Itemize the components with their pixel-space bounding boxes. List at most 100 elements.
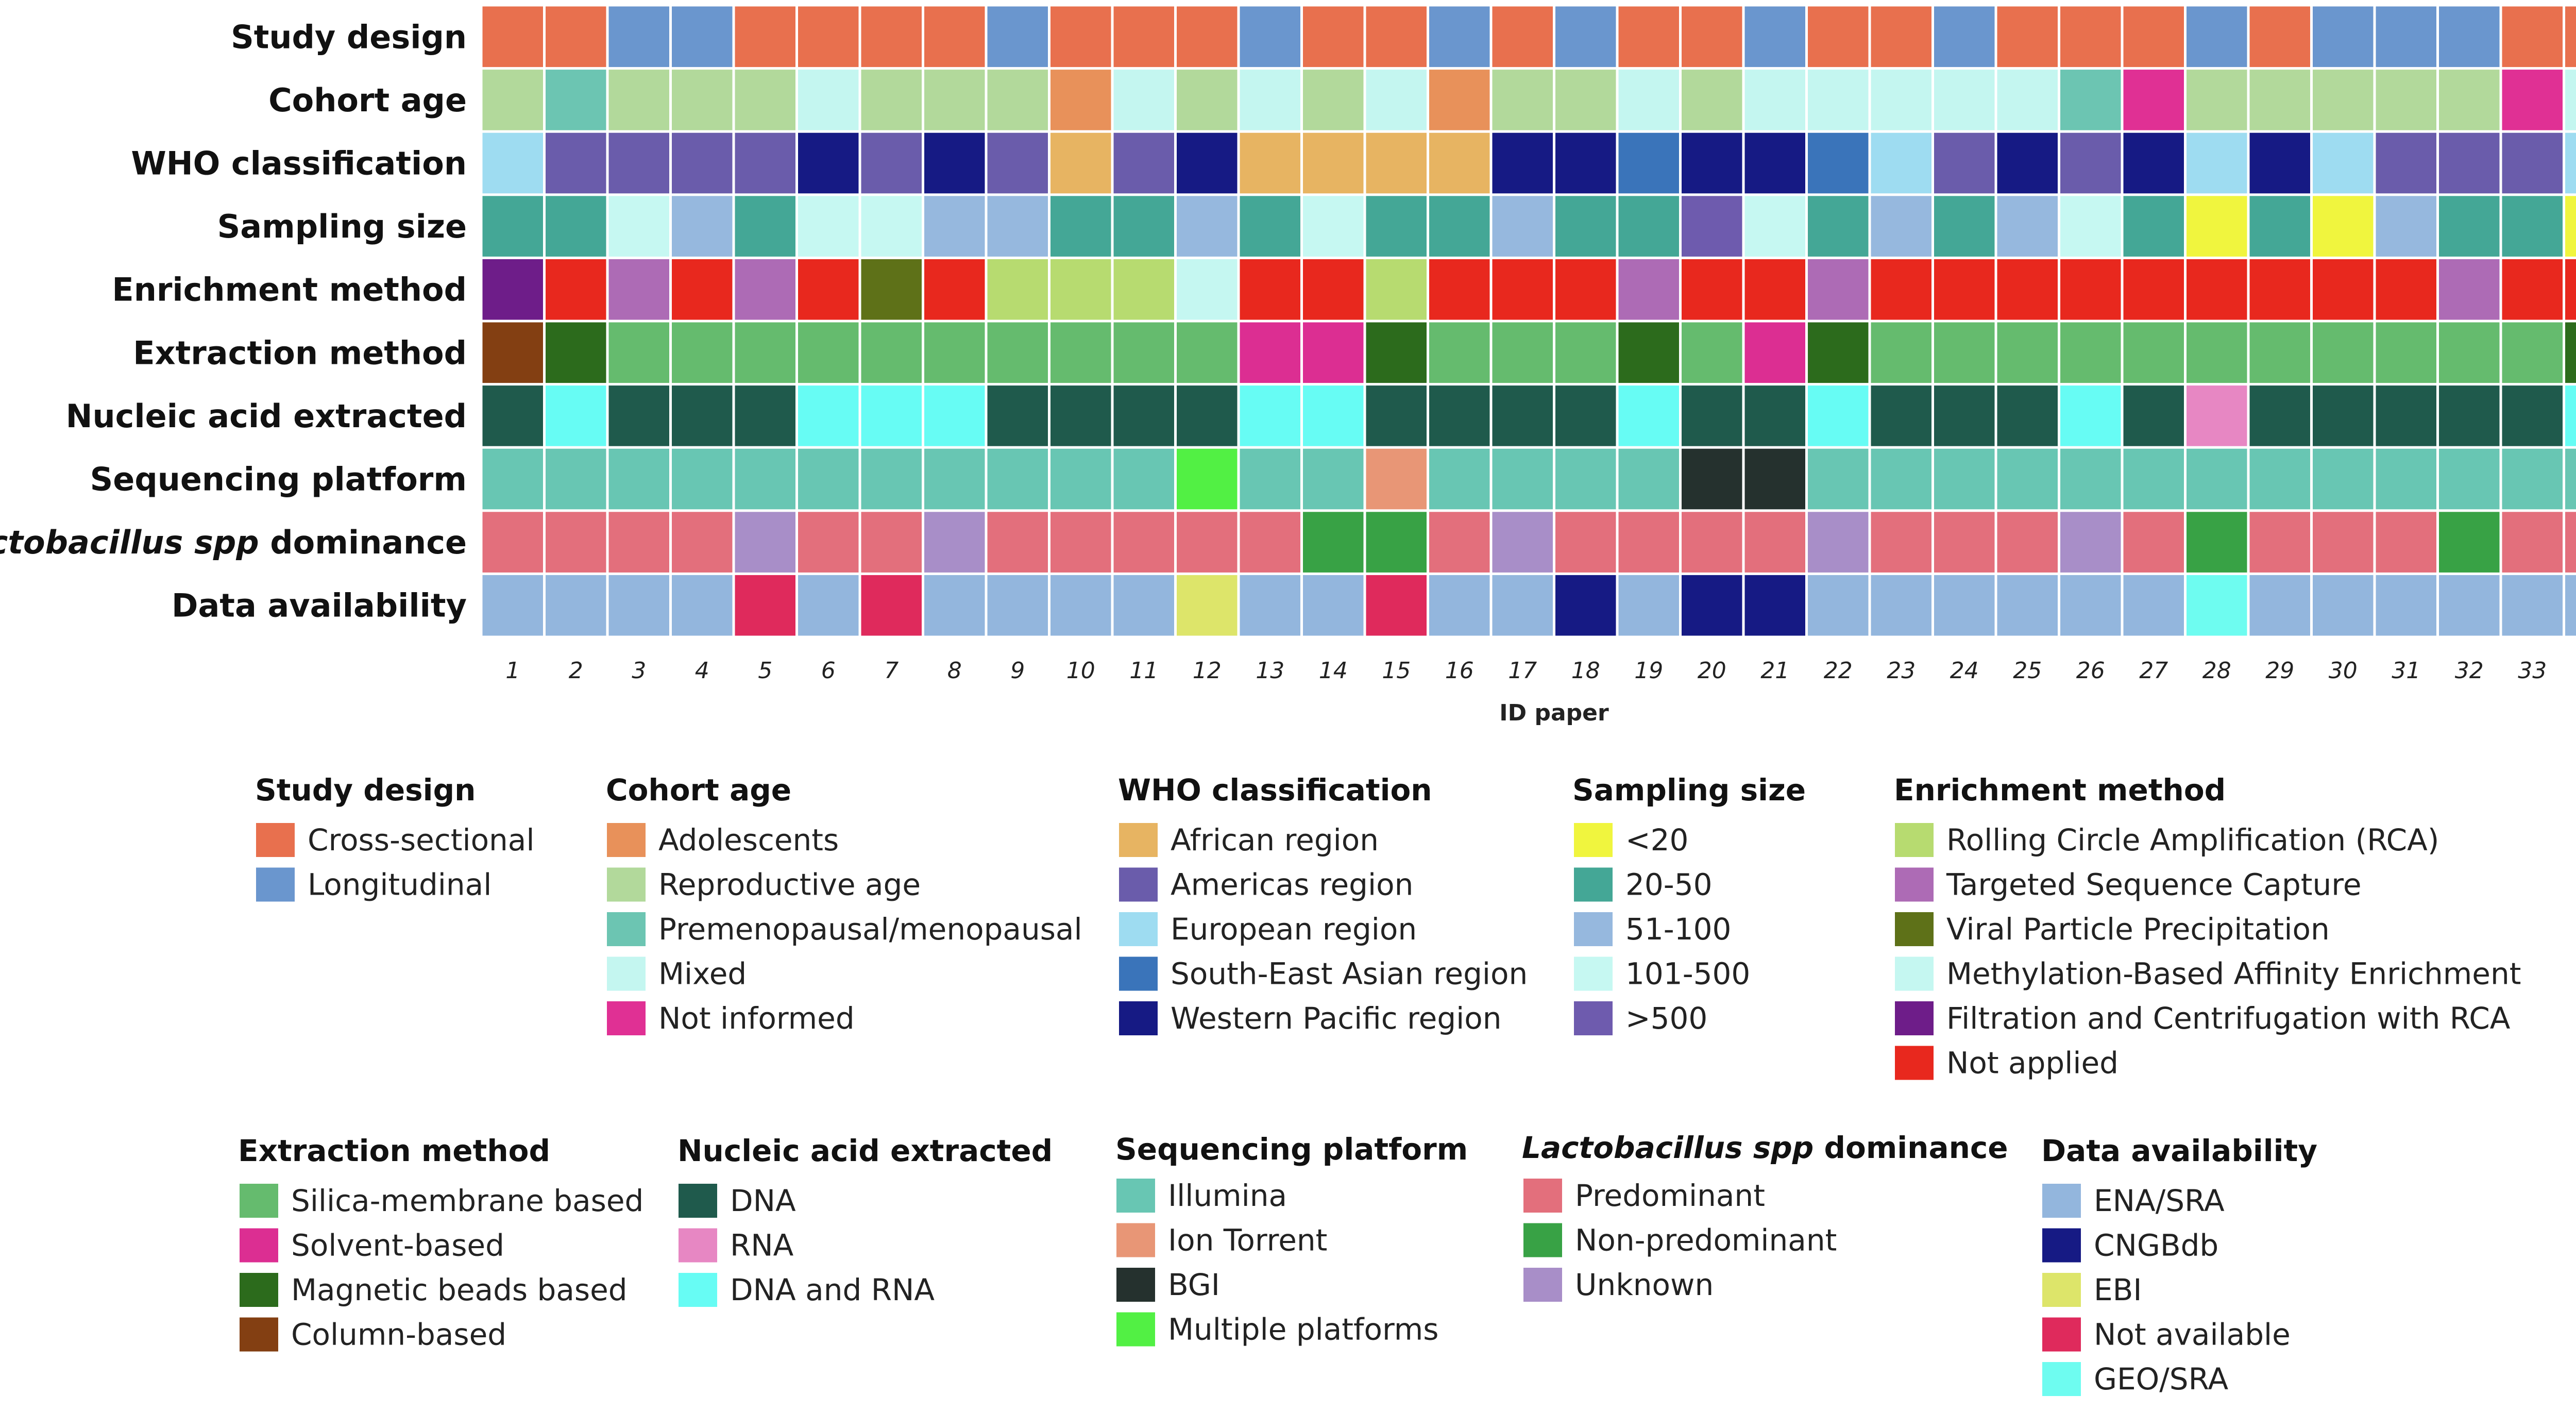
legend-swatch-african-region	[1119, 823, 1158, 857]
x-tick-label-27: 27	[2139, 658, 2168, 684]
legend-sequencing-platform: Sequencing platform Illumina Ion Torrent BG…	[1115, 1132, 1468, 1347]
x-tick-label-23: 23	[1887, 658, 1916, 684]
cell-data-availability-10	[1050, 575, 1111, 636]
cell-cohort-age-18	[1555, 70, 1616, 130]
cell-sequencing-platform-7	[861, 448, 922, 510]
cell-extraction-method-28	[2187, 322, 2247, 383]
legend-label-20: <20	[1625, 822, 1688, 858]
legend-label-101-500: 101-500	[1625, 956, 1750, 992]
cell-extraction-method-20	[1682, 322, 1742, 383]
cell-study-design-9	[987, 6, 1048, 68]
cell-lactobacillus-spp-dominance-21	[1744, 512, 1805, 573]
cell-who-classification-17	[1492, 132, 1553, 194]
cell-sampling-size-20	[1682, 196, 1742, 257]
cell-enrichment-method-22	[1808, 259, 1869, 320]
cell-lactobacillus-spp-dominance-24	[1934, 512, 1995, 573]
cell-extraction-method-1	[482, 322, 543, 383]
cell-extraction-method-7	[861, 322, 922, 383]
cell-study-design-24	[1934, 6, 1995, 68]
cell-study-design-34	[2565, 6, 2576, 68]
legend-sampling-size: Sampling size <20 20-50 51-100 101-500 >500	[1572, 772, 1806, 1036]
cell-sequencing-platform-30	[2313, 448, 2374, 510]
cell-lactobacillus-spp-dominance-32	[2439, 512, 2500, 573]
cell-sampling-size-28	[2187, 196, 2247, 257]
cell-enrichment-method-14	[1303, 259, 1364, 320]
cell-data-availability-21	[1744, 575, 1805, 636]
cell-nucleic-acid-extracted-7	[861, 385, 922, 446]
cell-nucleic-acid-extracted-8	[924, 385, 985, 446]
cell-lactobacillus-spp-dominance-4	[672, 512, 733, 573]
cell-study-design-22	[1808, 6, 1869, 68]
cell-study-design-8	[924, 6, 985, 68]
cell-cohort-age-25	[1997, 70, 2058, 130]
cell-lactobacillus-spp-dominance-11	[1113, 512, 1174, 573]
cell-data-availability-34	[2565, 575, 2576, 636]
cell-sampling-size-5	[735, 196, 795, 257]
legend-swatch-mixed	[607, 956, 646, 991]
cell-cohort-age-34	[2565, 70, 2576, 130]
cell-lactobacillus-spp-dominance-8	[924, 512, 985, 573]
legend-swatch-geo-sra	[2042, 1362, 2081, 1396]
cell-sequencing-platform-17	[1492, 448, 1553, 510]
legend-swatch-not-applied	[1895, 1046, 1934, 1080]
cell-nucleic-acid-extracted-6	[798, 385, 859, 446]
cell-study-design-29	[2249, 6, 2310, 68]
legend-who-classification: WHO classification African region Americas…	[1118, 772, 1528, 1036]
cell-sampling-size-18	[1555, 196, 1616, 257]
cell-sequencing-platform-10	[1050, 448, 1111, 510]
cell-nucleic-acid-extracted-5	[735, 385, 795, 446]
legend-label-not-applied: Not applied	[1946, 1046, 2119, 1081]
cell-cohort-age-11	[1113, 70, 1174, 130]
legend-swatch-ena-sra	[2042, 1184, 2081, 1218]
cell-cohort-age-2	[546, 70, 606, 130]
cell-enrichment-method-15	[1366, 259, 1427, 320]
cell-lactobacillus-spp-dominance-13	[1240, 512, 1300, 573]
row-label-sequencing-platform: Sequencing platform	[90, 461, 467, 498]
legend-label-americas-region: Americas region	[1171, 867, 1413, 902]
cell-study-design-18	[1555, 6, 1616, 68]
cell-extraction-method-22	[1808, 322, 1869, 383]
cell-extraction-method-2	[546, 322, 606, 383]
cell-lactobacillus-spp-dominance-10	[1050, 512, 1111, 573]
cell-who-classification-30	[2313, 132, 2374, 194]
cell-enrichment-method-19	[1618, 259, 1679, 320]
cell-nucleic-acid-extracted-13	[1240, 385, 1300, 446]
cell-data-availability-11	[1113, 575, 1174, 636]
legend-label-not-informed: Not informed	[658, 1001, 855, 1036]
x-tick-label-22: 22	[1824, 658, 1853, 684]
legend-label-cross-sectional: Cross-sectional	[308, 822, 534, 858]
cell-who-classification-12	[1177, 132, 1238, 194]
cell-sampling-size-24	[1934, 196, 1995, 257]
cell-cohort-age-6	[798, 70, 859, 130]
cell-extraction-method-15	[1366, 322, 1427, 383]
cell-data-availability-18	[1555, 575, 1616, 636]
cell-nucleic-acid-extracted-25	[1997, 385, 2058, 446]
cell-cohort-age-17	[1492, 70, 1553, 130]
cell-nucleic-acid-extracted-4	[672, 385, 733, 446]
cell-data-availability-19	[1618, 575, 1679, 636]
row-label-nucleic-acid-extracted: Nucleic acid extracted	[66, 397, 467, 435]
legend-label-magnetic-beads-based: Magnetic beads based	[291, 1272, 628, 1307]
cell-lactobacillus-spp-dominance-29	[2249, 512, 2310, 573]
legend-label-not-available: Not available	[2094, 1317, 2291, 1352]
legend-label-mixed: Mixed	[658, 956, 747, 992]
cell-study-design-32	[2439, 6, 2500, 68]
cell-sampling-size-34	[2565, 196, 2576, 257]
cell-cohort-age-1	[482, 70, 543, 130]
cell-extraction-method-12	[1177, 322, 1238, 383]
cell-cohort-age-14	[1303, 70, 1364, 130]
cell-study-design-25	[1997, 6, 2058, 68]
cell-sampling-size-1	[482, 196, 543, 257]
legend-label-methylation-based-affinity-enrichment: Methylation-Based Affinity Enrichment	[1946, 956, 2521, 992]
cell-who-classification-10	[1050, 132, 1111, 194]
legend-title-lactobacillus-spp-dominance: Lactobacillus spp dominance	[1522, 1130, 2008, 1165]
cell-who-classification-13	[1240, 132, 1300, 194]
cell-nucleic-acid-extracted-22	[1808, 385, 1869, 446]
cell-extraction-method-14	[1303, 322, 1364, 383]
legend-label-viral-particle-precipitation: Viral Particle Precipitation	[1946, 912, 2330, 947]
x-axis-title: ID paper	[1499, 700, 1609, 726]
cell-sequencing-platform-29	[2249, 448, 2310, 510]
legend-label-silica-membrane-based: Silica-membrane based	[291, 1183, 643, 1218]
cell-lactobacillus-spp-dominance-14	[1303, 512, 1364, 573]
cell-sequencing-platform-8	[924, 448, 985, 510]
